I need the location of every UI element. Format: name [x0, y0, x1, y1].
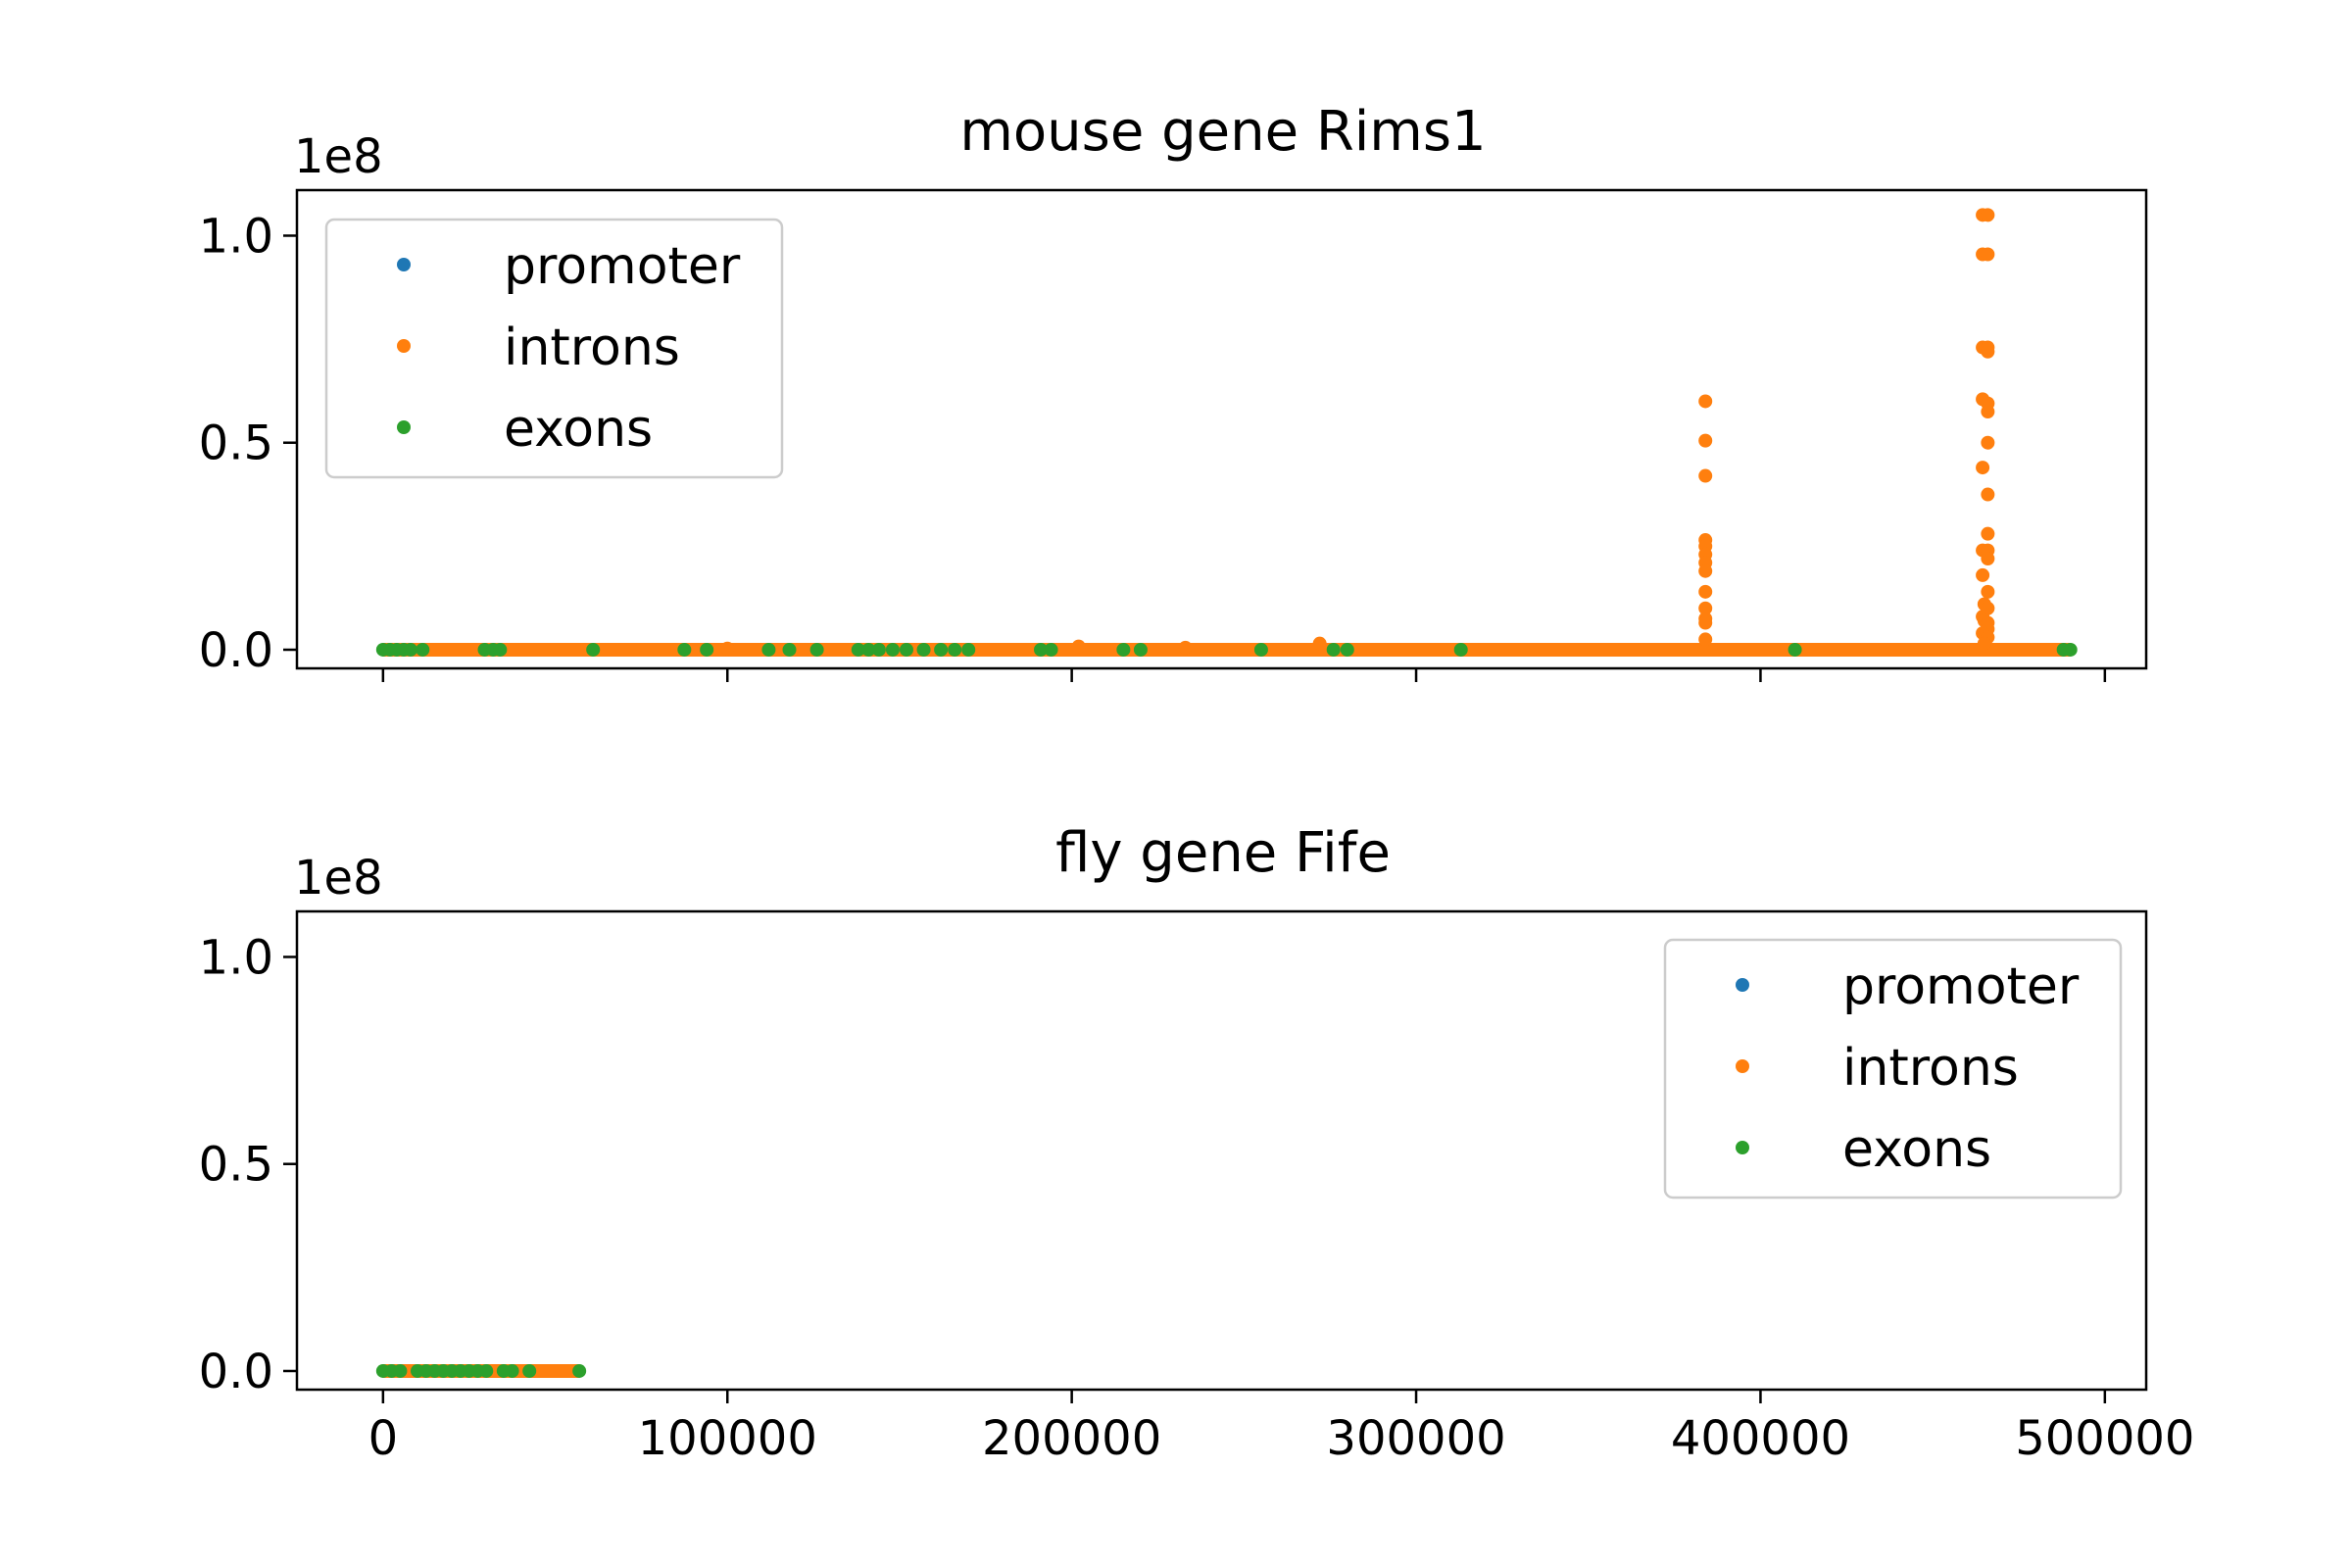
- bottom-x-tick-label-5: 500000: [2015, 1411, 2194, 1466]
- top-exons-point-29: [1326, 642, 1341, 657]
- top-legend-marker-promoter: [397, 258, 411, 271]
- bottom-plot-data: [375, 1363, 587, 1378]
- top-exons-point-8: [493, 642, 508, 657]
- top-y-offset-label: 1e8: [294, 129, 383, 184]
- top-introns-point-13: [1312, 636, 1327, 651]
- top-exons-point-10: [677, 642, 692, 657]
- top-introns-point-23: [1981, 344, 1995, 359]
- top-introns-point-0: [1698, 394, 1713, 409]
- top-introns-baseline-points: [376, 642, 2077, 657]
- top-exons-point-20: [916, 642, 931, 657]
- top-exons-point-12: [761, 642, 776, 657]
- top-introns-point-15: [1178, 640, 1193, 655]
- top-exons-point-13: [782, 642, 797, 657]
- bottom-x-tick-label-0: 0: [368, 1411, 399, 1466]
- top-y-tick-label-1: 0.5: [199, 416, 273, 471]
- top-introns-point-11: [1698, 615, 1713, 630]
- bottom-axes-frame: [295, 909, 2148, 1392]
- bottom-exons-point-13: [505, 1363, 519, 1378]
- bottom-y-tick-label-0: 0.0: [199, 1345, 273, 1399]
- bottom-x-tick-label-1: 100000: [638, 1411, 817, 1466]
- bottom-legend-marker-introns: [1736, 1059, 1749, 1073]
- top-introns-point-33: [1981, 552, 1995, 566]
- top-legend: promoter introns exons: [324, 218, 784, 479]
- bottom-legend-box: [1663, 938, 2123, 1200]
- top-axes-frame: [295, 188, 2148, 670]
- top-introns-point-8: [1698, 584, 1713, 599]
- top-exons-point-5: [416, 642, 430, 657]
- top-exons-point-21: [934, 642, 949, 657]
- top-legend-label-promoter: promoter: [504, 237, 741, 296]
- top-exons-point-15: [851, 642, 865, 657]
- bottom-legend-label-exons: exons: [1842, 1120, 1991, 1179]
- top-introns-point-34: [1976, 567, 1990, 582]
- top-legend-marker-exons: [397, 420, 411, 434]
- bottom-legend: promoter introns exons: [1663, 938, 2123, 1200]
- top-exons-point-14: [809, 642, 824, 657]
- top-exons-point-34: [2063, 642, 2078, 657]
- top-exons-point-25: [1044, 642, 1058, 657]
- bottom-exons-point-2: [393, 1363, 408, 1378]
- top-introns-point-18: [1981, 208, 1995, 222]
- top-exons-point-32: [1788, 642, 1802, 657]
- bottom-exons-point-11: [479, 1363, 494, 1378]
- top-exons-point-17: [871, 642, 886, 657]
- top-legend-label-exons: exons: [504, 400, 653, 459]
- bottom-legend-marker-exons: [1736, 1141, 1749, 1154]
- top-exons-point-22: [948, 642, 962, 657]
- top-subplot: mouse gene Rims1 1e8 0.0 0.5 1.0 promoter …: [199, 100, 2148, 682]
- top-introns-point-7: [1698, 564, 1713, 578]
- top-exons-point-11: [700, 642, 714, 657]
- top-exons-point-31: [1453, 642, 1468, 657]
- top-exons-point-30: [1340, 642, 1354, 657]
- bottom-legend-label-promoter: promoter: [1842, 957, 2080, 1016]
- top-exons-point-23: [961, 642, 976, 657]
- top-exons-point-28: [1253, 642, 1268, 657]
- bottom-x-tick-label-3: 300000: [1326, 1411, 1505, 1466]
- top-exons-point-18: [885, 642, 900, 657]
- top-plot-data: [375, 208, 2078, 657]
- bottom-exons-point-14: [522, 1363, 537, 1378]
- top-exons-point-24: [1034, 642, 1049, 657]
- top-introns-point-14: [1071, 639, 1086, 654]
- bottom-subplot-title: fly gene Fife: [1055, 821, 1391, 885]
- top-exons-point-9: [586, 642, 601, 657]
- top-y-tick-label-0: 0.0: [199, 623, 273, 678]
- top-introns-point-2: [1698, 468, 1713, 483]
- bottom-legend-marker-promoter: [1736, 978, 1749, 992]
- bottom-x-tick-label-2: 200000: [982, 1411, 1161, 1466]
- bottom-y-offset-label: 1e8: [294, 851, 383, 906]
- top-axis-ticks: 0.0 0.5 1.0: [199, 209, 2107, 682]
- top-introns-point-27: [1981, 435, 1995, 450]
- top-exons-point-26: [1116, 642, 1131, 657]
- top-legend-label-introns: introns: [504, 318, 680, 377]
- top-subplot-title: mouse gene Rims1: [959, 100, 1486, 164]
- top-introns-point-30: [1981, 526, 1995, 541]
- top-introns-point-16: [720, 641, 735, 656]
- bottom-legend-label-introns: introns: [1842, 1039, 2019, 1098]
- bottom-y-tick-label-1: 0.5: [199, 1138, 273, 1193]
- bottom-y-tick-label-2: 1.0: [199, 930, 273, 985]
- top-introns-point-20: [1981, 247, 1995, 262]
- bottom-exons-point-15: [572, 1363, 587, 1378]
- top-legend-marker-introns: [397, 339, 411, 353]
- bottom-axis-ticks: 0 100000 200000 300000 400000 500000 0.0 0.5 1.0: [199, 930, 2195, 1466]
- top-introns-point-26: [1981, 405, 1995, 419]
- top-introns-point-28: [1976, 461, 1990, 475]
- bottom-x-tick-label-4: 400000: [1671, 1411, 1850, 1466]
- top-exons-point-19: [899, 642, 913, 657]
- top-introns-point-35: [1981, 584, 1995, 599]
- top-introns-point-12: [1698, 632, 1713, 647]
- top-exons-point-16: [861, 642, 876, 657]
- top-y-tick-label-2: 1.0: [199, 209, 273, 264]
- top-introns-point-9: [1698, 601, 1713, 615]
- top-legend-box: [324, 218, 784, 479]
- top-introns-point-1: [1698, 433, 1713, 448]
- top-introns-point-29: [1981, 487, 1995, 502]
- top-exons-point-27: [1133, 642, 1148, 657]
- top-introns-point-44: [1977, 636, 1991, 651]
- top-exons-point-4: [403, 642, 417, 657]
- bottom-subplot: fly gene Fife 1e8 0 100000 200000 300000 400…: [199, 821, 2195, 1466]
